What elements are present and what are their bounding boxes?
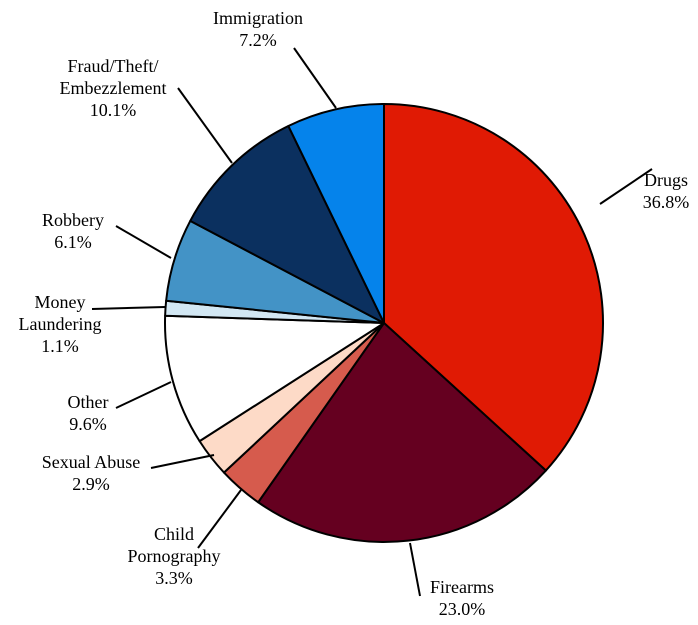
leader-line-sexual-abuse [150,454,215,469]
slice-label-sexual-abuse: Sexual Abuse [42,452,141,472]
leader-line-immigration [293,47,337,109]
pie-slice-other [164,314,385,443]
slice-label-firearms: Firearms [430,577,494,597]
pie-slice-firearms [257,322,547,543]
slice-label-immigration: Immigration [213,8,303,28]
leader-line-robbery [115,225,172,259]
leader-line-money-laundering [91,306,166,310]
pie-slice-immigration [287,103,385,324]
slice-value-immigration: 7.2% [239,30,277,50]
leader-line-fraud-theft-embezzlement [177,87,233,164]
leader-line-other [115,381,172,409]
pie-slice-drugs [383,103,604,472]
slice-label-robbery: Robbery [42,210,104,230]
slice-label-fraud-theft-embezzlement: Fraud/Theft/Embezzlement [60,56,167,98]
leader-line-child-pornography [197,489,242,549]
slice-value-child-pornography: 3.3% [155,568,193,588]
leader-line-drugs [599,168,653,205]
slice-label-other: Other [68,392,109,412]
slice-value-other: 9.6% [69,414,107,434]
slice-label-child-pornography: Child Pornography [128,524,221,566]
slice-value-firearms: 23.0% [439,599,486,619]
slice-value-fraud-theft-embezzlement: 10.1% [90,100,137,120]
slice-value-money-laundering: 1.1% [41,336,79,356]
pie-slice-fraud-theft-embezzlement [189,124,385,324]
leader-line-firearms [409,542,421,597]
slice-label-drugs: Drugs [644,170,688,190]
slice-label-money-laundering: Money Laundering [19,292,102,334]
slice-value-robbery: 6.1% [54,232,92,252]
slice-value-drugs: 36.8% [643,192,690,212]
slice-value-sexual-abuse: 2.9% [72,474,110,494]
